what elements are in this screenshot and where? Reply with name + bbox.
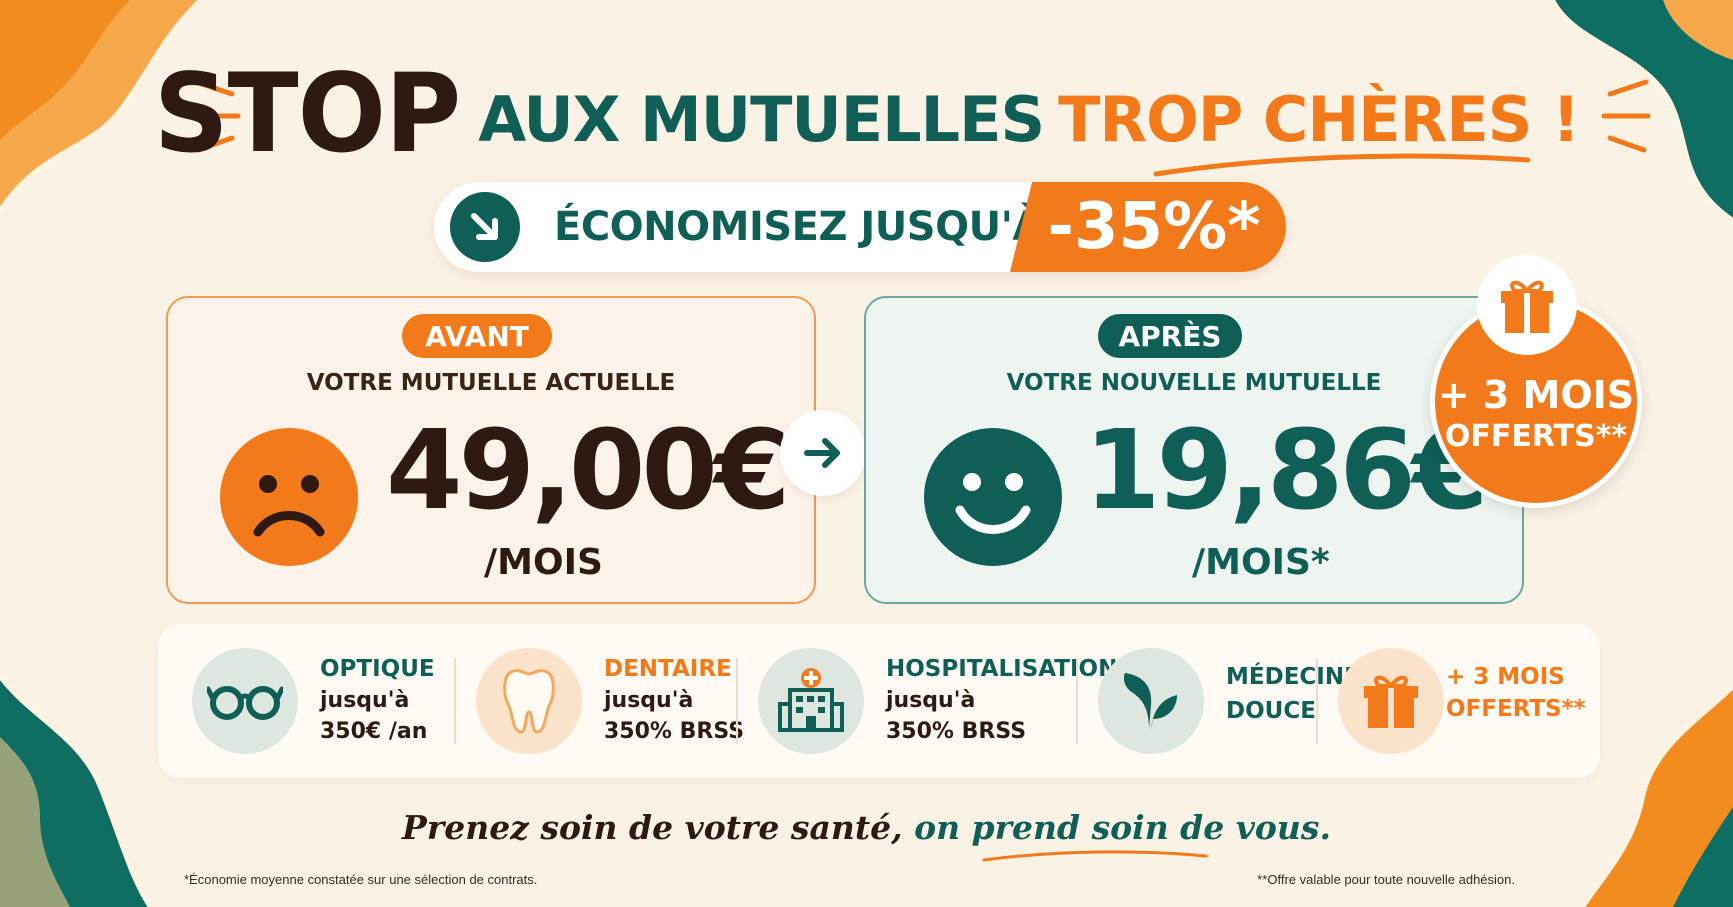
footnote-right: **Offre valable pour toute nouvelle adhé… [1257, 872, 1515, 887]
divider [454, 658, 456, 744]
tag-after: APRÈS [1098, 314, 1242, 358]
features-bar: OPTIQUE jusqu'à 350€ /an DENTAIRE jusqu'… [158, 624, 1600, 778]
headline-middle: AUX MUTUELLES [478, 83, 1045, 156]
tagline-part2: on prend soin de vous. [914, 808, 1331, 847]
after-period: /MOIS* [1192, 542, 1330, 583]
feature-hospitalisation-line3: 350% BRSS [886, 719, 1027, 744]
savings-banner: ÉCONOMISEZ JUSQU'À -35%* [434, 182, 1286, 272]
glasses-icon [192, 648, 298, 754]
tag-before: AVANT [402, 314, 552, 358]
savings-value: -35%* [1010, 182, 1286, 272]
feature-optique-line3: 350€ /an [320, 719, 428, 744]
divider [736, 658, 738, 744]
tagline-underline [982, 850, 1208, 862]
feature-hospitalisation-line2: jusqu'à [886, 688, 976, 713]
headline-accent: TROP CHÈRES ! [1058, 83, 1580, 156]
sad-face-icon [220, 428, 358, 566]
after-price: 19,86€ [1084, 406, 1488, 534]
gift-icon [1477, 255, 1577, 355]
arrow-right-icon [780, 410, 866, 496]
card-after: APRÈS VOTRE NOUVELLE MUTUELLE 19,86€ /MO… [864, 296, 1524, 604]
offer-badge-line1: + 3 MOIS [1437, 373, 1635, 417]
headline: STOP AUX MUTUELLES TROP CHÈRES ! [0, 48, 1733, 178]
happy-face-icon [924, 428, 1062, 566]
after-subtitle: VOTRE NOUVELLE MUTUELLE [1006, 370, 1382, 396]
leaf-icon [1098, 648, 1204, 754]
before-subtitle: VOTRE MUTUELLE ACTUELLE [306, 370, 676, 396]
offer-badge-line2: OFFERTS** [1444, 419, 1628, 454]
feature-optique-line2: jusqu'à [320, 688, 410, 713]
arrow-down-right-icon [450, 192, 520, 262]
before-period: /MOIS [484, 542, 603, 583]
card-before: AVANT VOTRE MUTUELLE ACTUELLE 49,00€ /MO… [166, 296, 816, 604]
gift-icon [1338, 648, 1444, 754]
divider [1316, 658, 1318, 744]
footnote-left: *Économie moyenne constatée sur une séle… [184, 872, 538, 887]
savings-label: ÉCONOMISEZ JUSQU'À [554, 204, 1043, 250]
feature-offer-title: + 3 MOIS [1446, 664, 1565, 690]
feature-medecine-title: MÉDECINE [1226, 664, 1360, 690]
feature-hospitalisation-title: HOSPITALISATION [886, 656, 1118, 682]
before-price: 49,00€ [386, 406, 790, 534]
tagline: Prenez soin de votre santé, on prend soi… [0, 808, 1733, 847]
feature-offer-line2: OFFERTS** [1446, 696, 1586, 722]
headline-stop: STOP [153, 48, 461, 178]
hospital-icon [758, 648, 864, 754]
burst-right-decoration [1601, 79, 1651, 153]
feature-medecine-line2: DOUCE [1226, 698, 1316, 724]
burst-left-decoration [191, 79, 241, 153]
tooth-icon [476, 648, 582, 754]
feature-dentaire-line2: jusqu'à [604, 688, 694, 713]
tagline-part1: Prenez soin de votre santé, [402, 808, 903, 847]
feature-dentaire-line3: 350% BRSS [604, 719, 745, 744]
feature-dentaire-title: DENTAIRE [604, 656, 732, 682]
feature-optique-title: OPTIQUE [320, 656, 435, 682]
divider [1076, 658, 1078, 744]
offer-badge: + 3 MOIS OFFERTS** [1430, 255, 1642, 508]
